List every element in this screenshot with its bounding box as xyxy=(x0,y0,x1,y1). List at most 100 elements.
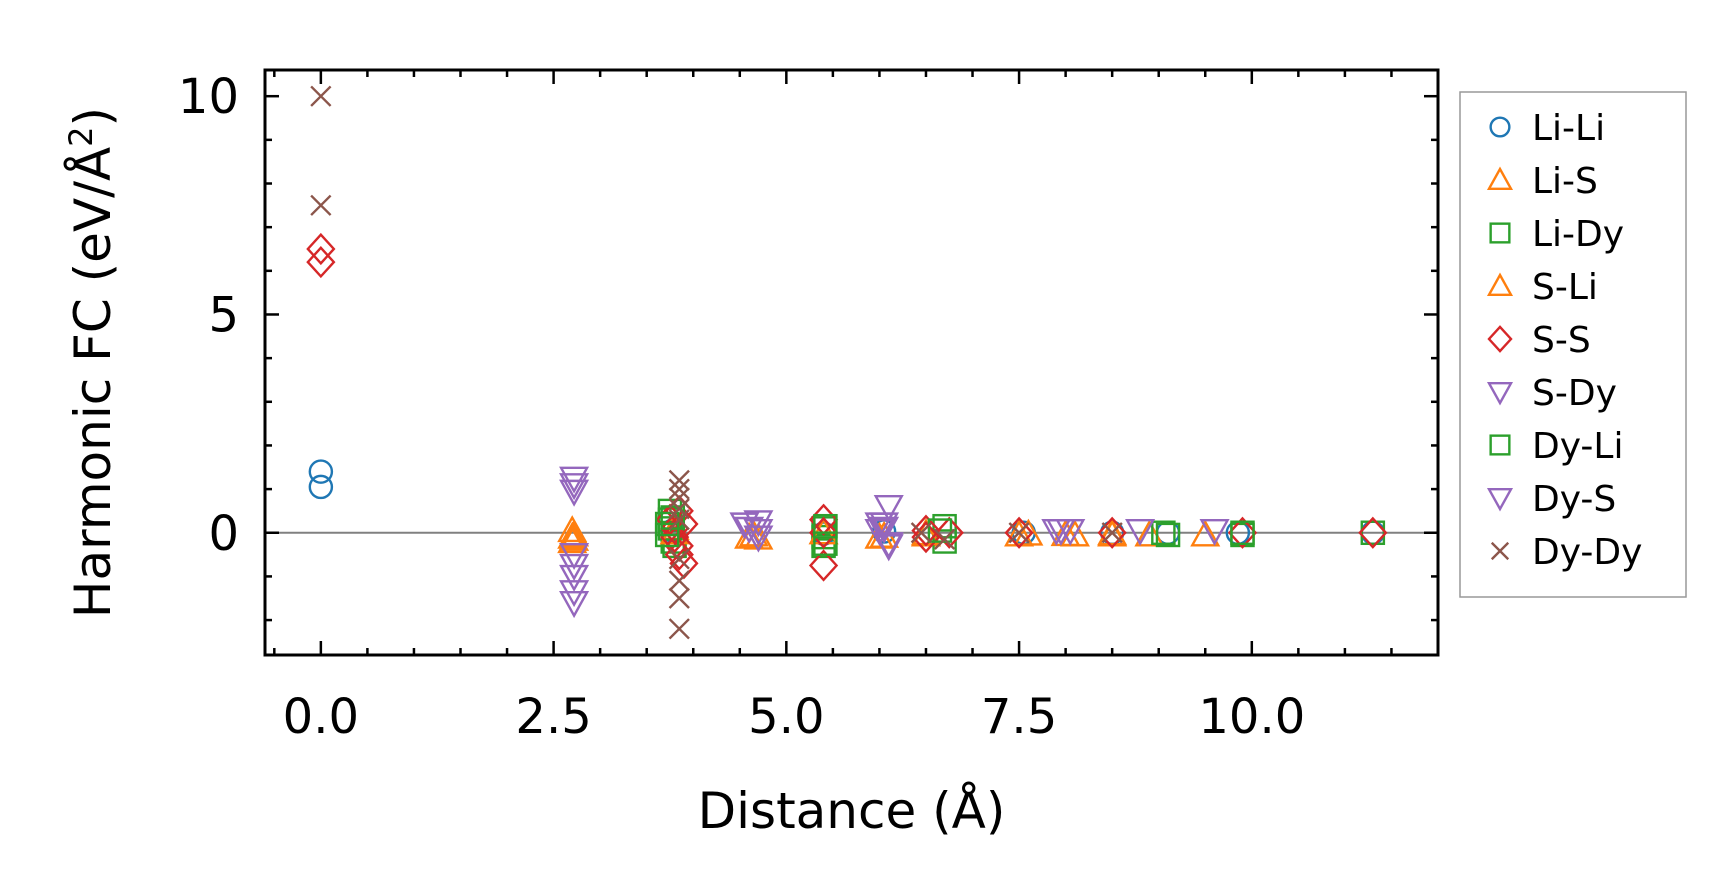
point-s-dy xyxy=(873,494,904,523)
point-li-li xyxy=(308,474,334,500)
point-s-dy xyxy=(559,466,590,494)
point-dy-dy xyxy=(668,498,690,520)
y-tick-label: 0 xyxy=(208,506,239,562)
legend-label: Li-Li xyxy=(1532,108,1605,149)
point-s-dy xyxy=(559,473,590,501)
legend-item-s-dy: S-Dy xyxy=(1486,373,1617,414)
legend-item-s-s: S-S xyxy=(1487,320,1591,361)
point-s-s xyxy=(1004,516,1034,549)
x-tick-label: 5.0 xyxy=(748,689,824,745)
legend-marker xyxy=(1487,325,1513,353)
x-tick-label: 10.0 xyxy=(1198,689,1305,745)
point-dy-li xyxy=(813,531,838,556)
point-dy-li xyxy=(927,518,953,543)
legend-marker xyxy=(1489,116,1511,138)
legend-marker xyxy=(1490,541,1510,561)
point-dy-dy xyxy=(668,570,690,592)
point-s-s xyxy=(1358,516,1388,549)
point-s-dy xyxy=(743,510,774,538)
point-s-s xyxy=(911,514,941,547)
point-dy-li xyxy=(660,505,686,530)
point-s-li xyxy=(559,523,590,551)
y-axis-label: Harmonic FC (eV/Å2) xyxy=(62,107,122,618)
point-dy-dy xyxy=(310,85,332,107)
point-dy-dy xyxy=(668,618,690,640)
point-dy-dy xyxy=(933,528,956,550)
point-s-s xyxy=(911,521,941,554)
y-tick-label: 5 xyxy=(208,287,239,343)
point-s-li xyxy=(1097,518,1128,546)
legend-marker xyxy=(1489,222,1511,244)
point-s-li xyxy=(1050,519,1081,547)
point-li-dy xyxy=(1155,522,1181,548)
point-s-s xyxy=(1227,516,1258,549)
legend-marker xyxy=(1486,488,1514,512)
legend-label: S-Li xyxy=(1532,267,1598,308)
x-axis-label: Distance (Å) xyxy=(698,782,1006,840)
point-dy-s xyxy=(869,512,900,540)
point-dy-dy xyxy=(668,548,690,570)
point-dy-s xyxy=(743,518,774,547)
legend-marker xyxy=(1489,434,1511,456)
point-s-dy xyxy=(559,479,590,507)
point-s-li xyxy=(1013,518,1044,546)
point-s-s xyxy=(306,246,336,279)
legend-item-dy-li: Dy-Li xyxy=(1489,426,1623,467)
point-dy-dy xyxy=(668,478,690,500)
point-s-s xyxy=(659,521,690,554)
point-s-dy xyxy=(729,512,760,540)
y-tick-label: 10 xyxy=(178,69,239,125)
point-dy-li xyxy=(654,522,680,548)
point-dy-dy xyxy=(668,587,690,609)
legend-label: Dy-Li xyxy=(1532,426,1623,467)
point-li-li xyxy=(308,459,334,484)
point-dy-dy xyxy=(668,509,690,531)
point-dy-li xyxy=(1230,520,1255,546)
point-dy-dy xyxy=(1101,522,1123,544)
legend-item-s-li: S-Li xyxy=(1486,267,1598,308)
point-dy-li xyxy=(1151,520,1176,546)
point-dy-s xyxy=(1045,518,1077,547)
data-points xyxy=(306,85,1388,640)
legend-label: Dy-Dy xyxy=(1532,532,1642,573)
plot-area xyxy=(263,68,1440,657)
point-s-dy xyxy=(559,591,590,619)
x-tick-label: 0.0 xyxy=(283,689,359,745)
point-s-s xyxy=(934,516,964,549)
point-dy-s xyxy=(1125,518,1156,547)
point-s-dy xyxy=(559,564,590,592)
legend-label: Li-S xyxy=(1532,161,1598,202)
legend-label: Dy-S xyxy=(1532,479,1616,520)
point-s-s xyxy=(306,232,336,266)
point-dy-dy xyxy=(1008,522,1030,544)
point-dy-dy xyxy=(910,522,932,544)
point-dy-dy xyxy=(668,487,690,509)
point-s-s xyxy=(808,549,839,582)
legend-item-dy-s: Dy-S xyxy=(1486,479,1616,520)
point-dy-s xyxy=(1199,518,1230,547)
point-dy-s xyxy=(734,516,765,544)
legend-item-li-li: Li-Li xyxy=(1489,108,1605,149)
point-s-dy xyxy=(869,516,900,544)
legend-marker xyxy=(1486,166,1514,191)
point-dy-li xyxy=(813,513,838,539)
point-s-s xyxy=(1097,516,1127,549)
point-s-s xyxy=(669,507,699,541)
legend-label: S-S xyxy=(1532,320,1591,361)
point-li-s xyxy=(1190,519,1221,547)
legend-label: Li-Dy xyxy=(1532,214,1624,255)
legend-label: S-Dy xyxy=(1532,373,1617,414)
x-tick-label: 7.5 xyxy=(981,689,1057,745)
legend-marker xyxy=(1486,272,1514,296)
point-dy-s xyxy=(873,534,904,562)
legend-item-li-s: Li-S xyxy=(1486,161,1598,202)
legend-item-li-dy: Li-Dy xyxy=(1489,214,1624,255)
point-li-dy xyxy=(1360,520,1386,546)
point-dy-dy xyxy=(310,194,332,216)
legend-item-dy-dy: Dy-Dy xyxy=(1490,532,1642,573)
point-dy-dy xyxy=(668,469,690,491)
legend-marker xyxy=(1486,382,1514,406)
legend: Li-Li Li-S Li-Dy S-Li S-S S-Dy Dy-Li Dy-S Dy-Dy xyxy=(1459,91,1687,598)
legend-box xyxy=(1459,91,1687,598)
